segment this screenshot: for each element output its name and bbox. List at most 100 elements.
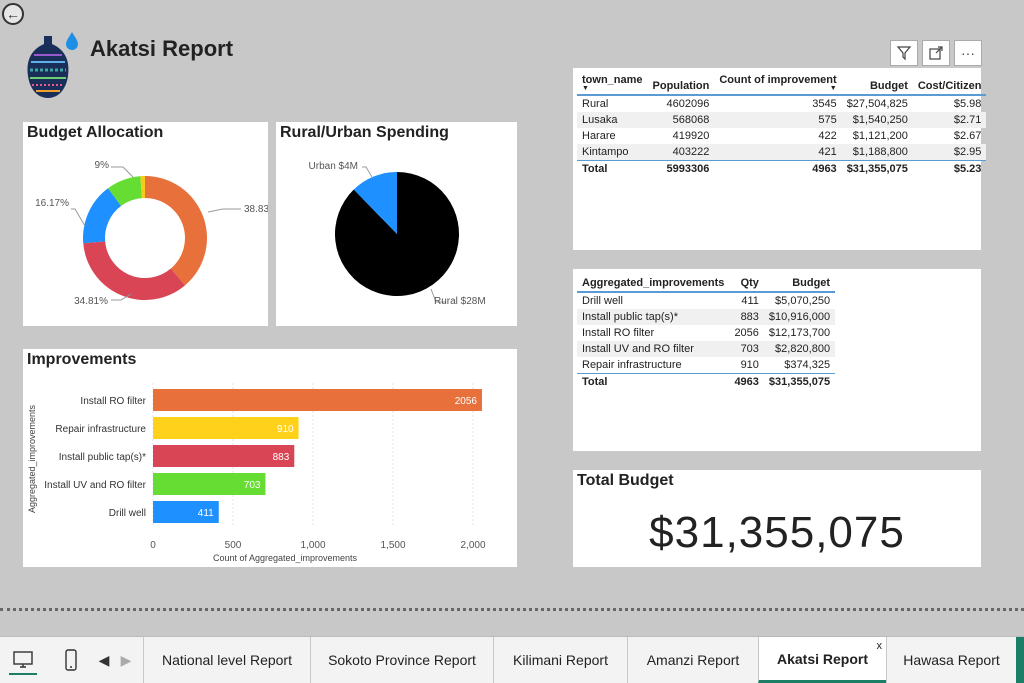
town-table: town_name ▼ Population Count of improvement… — [577, 72, 987, 177]
page-tab-label: Amanzi Report — [646, 652, 740, 668]
table-cell: 5993306 — [647, 160, 715, 177]
table-row[interactable]: Install public tap(s)* 883 $10,916,000 — [577, 309, 836, 325]
bar-value-label: 703 — [244, 480, 261, 491]
table-row[interactable]: Drill well 411 $5,070,250 — [577, 292, 835, 309]
slice-label: 34.81% — [74, 296, 108, 307]
mobile-view-icon[interactable] — [58, 647, 84, 673]
column-header[interactable]: Count of improvement ▼ — [714, 72, 842, 96]
pie-slice[interactable] — [140, 176, 145, 199]
bar[interactable] — [153, 389, 482, 411]
page-divider — [0, 608, 1024, 611]
table-row[interactable]: Repair infrastructure 910 $374,325 — [577, 357, 835, 374]
desktop-view-icon[interactable] — [8, 647, 38, 673]
bar-value-label: 2056 — [455, 396, 478, 407]
table-cell: 703 — [729, 341, 764, 357]
pie-slice[interactable] — [145, 176, 207, 286]
table-row[interactable]: Lusaka 568068 575 $1,540,250 $2.71 — [577, 112, 987, 128]
table-cell: $2.95 — [912, 144, 987, 161]
page-tab[interactable]: Sokoto Province Report — [310, 637, 493, 683]
table-cell: Harare — [582, 130, 616, 142]
column-header[interactable]: Population — [647, 72, 715, 96]
table-cell: Drill well — [582, 295, 623, 307]
page-tab[interactable]: National level Report — [143, 637, 310, 683]
table-cell: $1,188,800 — [841, 144, 913, 161]
table-cell: $12,173,700 — [768, 327, 831, 339]
table-cell: 2056 — [734, 327, 759, 339]
table-cell: $2.71 — [912, 112, 987, 128]
pie-slice[interactable] — [353, 172, 397, 234]
filter-icon[interactable] — [890, 40, 918, 66]
table-cell: $2,820,800 — [763, 341, 836, 357]
close-icon[interactable]: x — [876, 640, 883, 652]
budget-allocation-title: Budget Allocation — [27, 124, 164, 141]
page-tab[interactable]: Hawasa Report — [886, 637, 1016, 683]
column-header[interactable]: town_name ▼ — [577, 72, 648, 96]
pie-slice[interactable] — [83, 241, 186, 300]
slice-label: 9% — [95, 160, 110, 171]
improvements-table-card: Aggregated_improvements Qty Budget Drill w… — [573, 269, 981, 451]
table-row[interactable]: Install UV and RO filter 703 $2,820,800 — [577, 341, 836, 357]
improvements-chart[interactable]: 0 500 1,000 1,500 2,000 Install RO filter 2056… — [23, 349, 517, 567]
total-budget-value: $31,355,075 — [649, 508, 905, 557]
category-label: Install UV and RO filter — [44, 480, 146, 491]
category-label: Repair infrastructure — [55, 424, 146, 435]
table-cell: 419920 — [672, 130, 710, 142]
column-header[interactable]: Aggregated_improvements — [577, 275, 730, 293]
page-tab[interactable]: Amanzi Report — [627, 637, 758, 683]
more-options-icon[interactable]: ··· — [954, 40, 982, 66]
page-tab-label: National level Report — [162, 652, 292, 668]
table-cell: $2.67 — [953, 130, 982, 142]
table-cell: 4963 — [729, 373, 764, 390]
slice-label: 16.17% — [35, 198, 69, 209]
column-header[interactable]: Budget — [841, 72, 913, 96]
total-row[interactable]: Total 5993306 4963 $31,355,075 $5.23 — [577, 160, 987, 177]
page-tab[interactable]: Akatsi Report x — [758, 637, 886, 683]
scroll-right-icon[interactable]: ▶ — [120, 651, 132, 668]
rural-urban-chart[interactable]: Rural $28M Urban $4M — [276, 122, 517, 326]
page-tab-bar: ◀ ▶ National level Report Sokoto Province… — [0, 636, 1024, 683]
total-row[interactable]: Total 4963 $31,355,075 — [577, 373, 836, 390]
page-tab-label: Akatsi Report — [776, 650, 869, 667]
sort-arrow-icon: ▼ — [829, 85, 837, 92]
table-row[interactable]: Harare 419920 422 $1,121,200 $2.67 — [577, 128, 986, 144]
page-tab[interactable]: Kilimani Report — [493, 637, 627, 683]
bar[interactable] — [153, 417, 299, 439]
improvements-card: Improvements 0 500 1,000 1,500 2,000 Install … — [23, 349, 517, 567]
table-row[interactable]: Kintampo 403222 421 $1,188,800 $2.95 — [577, 144, 987, 161]
slice-leader-line — [111, 166, 134, 178]
back-arrow-icon[interactable]: ← — [2, 3, 24, 25]
report-canvas: ← Akatsi Report ··· Budget Allocation 38… — [2, 3, 987, 567]
slice-leader-line — [430, 288, 446, 303]
rural-urban-card: Rural/Urban Spending Rural $28M Urban $4M — [276, 122, 517, 326]
table-cell: $31,355,075 — [763, 373, 836, 390]
table-cell: Install RO filter — [582, 327, 655, 339]
total-budget-title: Total Budget — [577, 472, 674, 489]
table-cell: $5.98 — [953, 98, 982, 110]
pie-slice[interactable] — [107, 176, 143, 206]
budget-allocation-card: Budget Allocation 38.83% 34.81% 16.17% 9% — [23, 122, 278, 326]
bar[interactable] — [153, 473, 266, 495]
bar[interactable] — [153, 501, 219, 523]
bar-value-label: 411 — [198, 508, 214, 519]
table-row[interactable]: Rural 4602096 3545 $27,504,825 $5.98 — [577, 95, 986, 112]
budget-allocation-chart[interactable]: 38.83% 34.81% 16.17% 9% — [23, 122, 278, 326]
table-cell: 883 — [729, 309, 764, 325]
bar-value-label: 910 — [277, 424, 294, 435]
table-cell: Total — [577, 160, 648, 177]
column-header[interactable]: Qty — [729, 275, 764, 293]
pie-slice[interactable] — [83, 188, 122, 244]
table-cell: Total — [577, 373, 730, 390]
table-cell: 4963 — [714, 160, 842, 177]
table-cell: $27,504,825 — [846, 98, 908, 110]
column-header[interactable]: Budget — [763, 275, 836, 293]
focus-mode-icon[interactable] — [922, 40, 950, 66]
slice-leader-line — [362, 166, 373, 178]
scroll-left-icon[interactable]: ◀ — [98, 651, 110, 668]
bar[interactable] — [153, 445, 295, 467]
table-row[interactable]: Install RO filter 2056 $12,173,700 — [577, 325, 835, 341]
column-header[interactable]: Cost/Citizen — [912, 72, 987, 96]
desktop-view-indicator — [9, 673, 37, 675]
table-cell: $10,916,000 — [763, 309, 836, 325]
table-cell: $374,325 — [784, 359, 831, 371]
table-cell: 403222 — [647, 144, 715, 161]
